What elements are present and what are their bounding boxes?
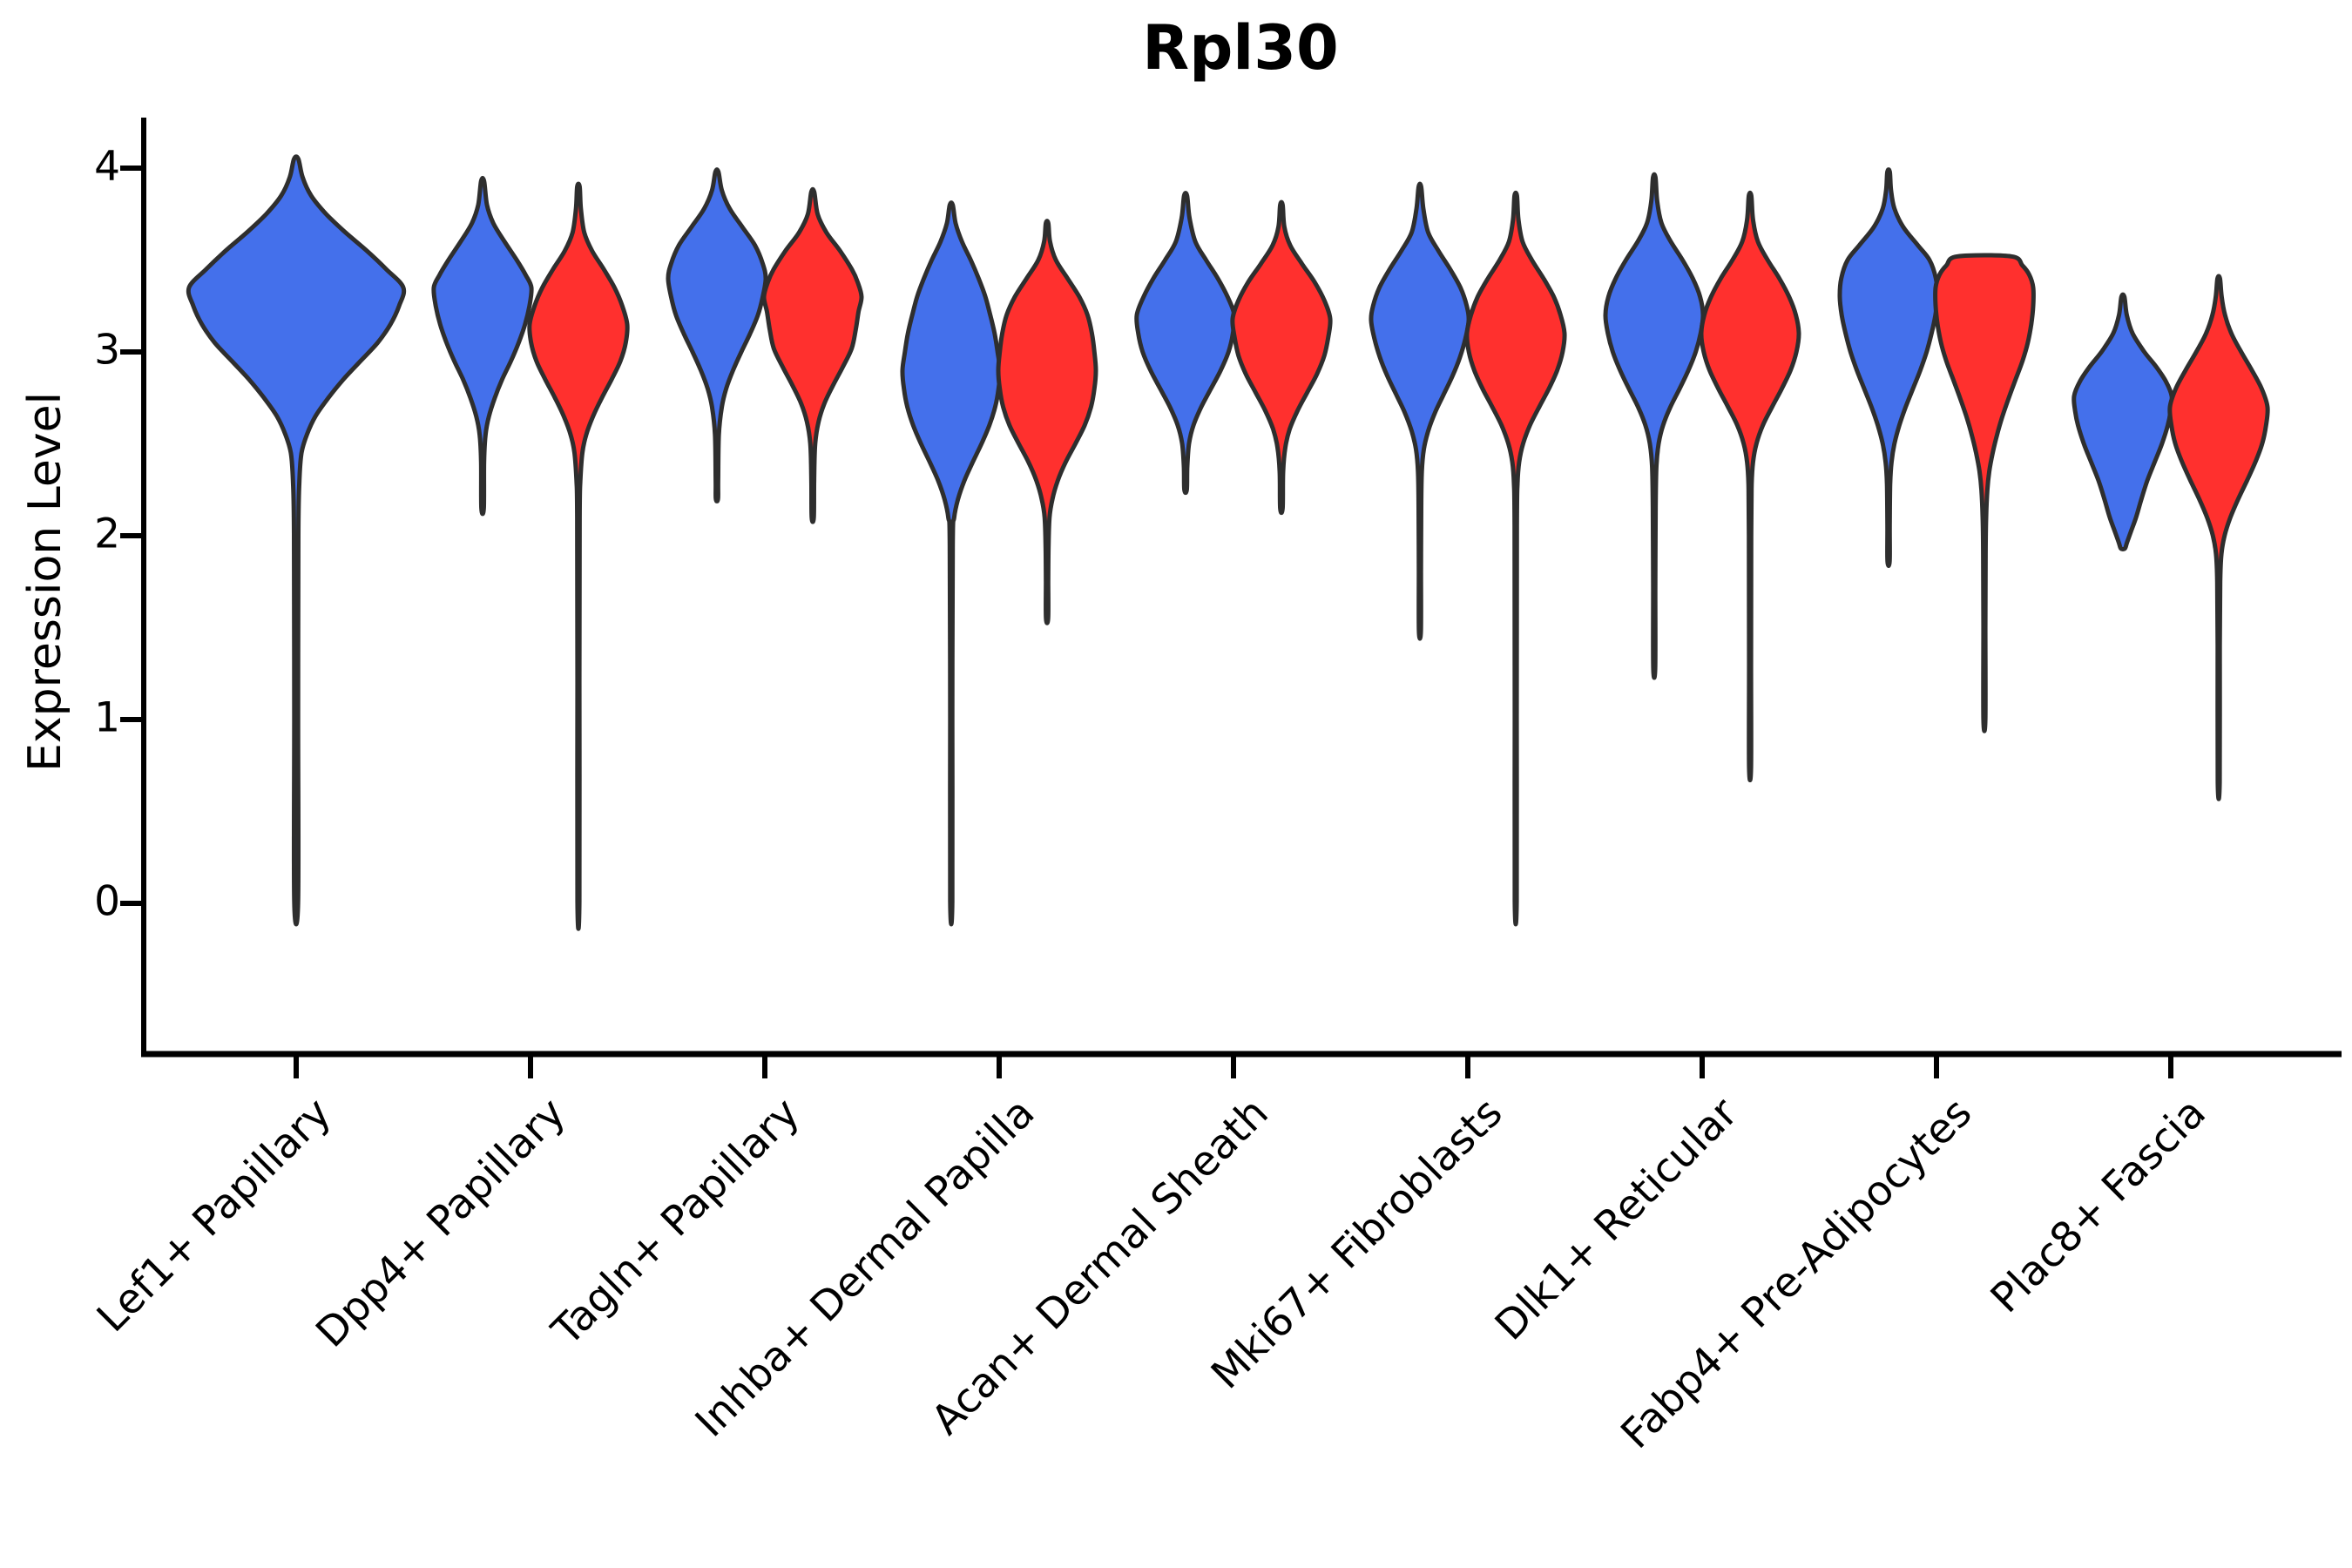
violin-tagln-papillary-blue xyxy=(666,167,768,504)
violin-acan-dermal-sheath-red xyxy=(1230,199,1333,516)
violin-mki67-fibroblasts-blue xyxy=(1369,181,1471,641)
violin-mki67-fibroblasts-red xyxy=(1464,190,1567,927)
y-tick-label: 2 xyxy=(94,510,120,558)
violin-plac8-fascia-red xyxy=(2167,274,2270,801)
violin-dlk1-reticular-red xyxy=(1699,190,1801,783)
y-tick-label: 0 xyxy=(94,877,120,926)
violin-fabp4-pre-adipocytes-blue xyxy=(1837,167,1940,569)
violin-dpp4-papillary-blue xyxy=(431,175,534,517)
y-tick-label: 4 xyxy=(94,142,120,191)
violin-dpp4-papillary-red xyxy=(527,181,630,931)
violin-plac8-fascia-blue xyxy=(2072,292,2174,552)
y-tick-label: 3 xyxy=(94,326,120,375)
violin-dlk1-reticular-blue xyxy=(1603,172,1706,680)
chart-title: Rpl30 xyxy=(1142,12,1339,84)
violin-inhba-dermal-papilla-blue xyxy=(900,200,1003,927)
violin-lef1-papillary-blue xyxy=(186,154,407,927)
violin-tagln-papillary-red xyxy=(761,186,864,524)
violin-inhba-dermal-papilla-red xyxy=(996,219,1098,625)
violin-acan-dermal-sheath-blue xyxy=(1134,190,1237,496)
violin-fabp4-pre-adipocytes-red xyxy=(1933,253,2036,733)
y-tick-label: 1 xyxy=(94,693,120,742)
